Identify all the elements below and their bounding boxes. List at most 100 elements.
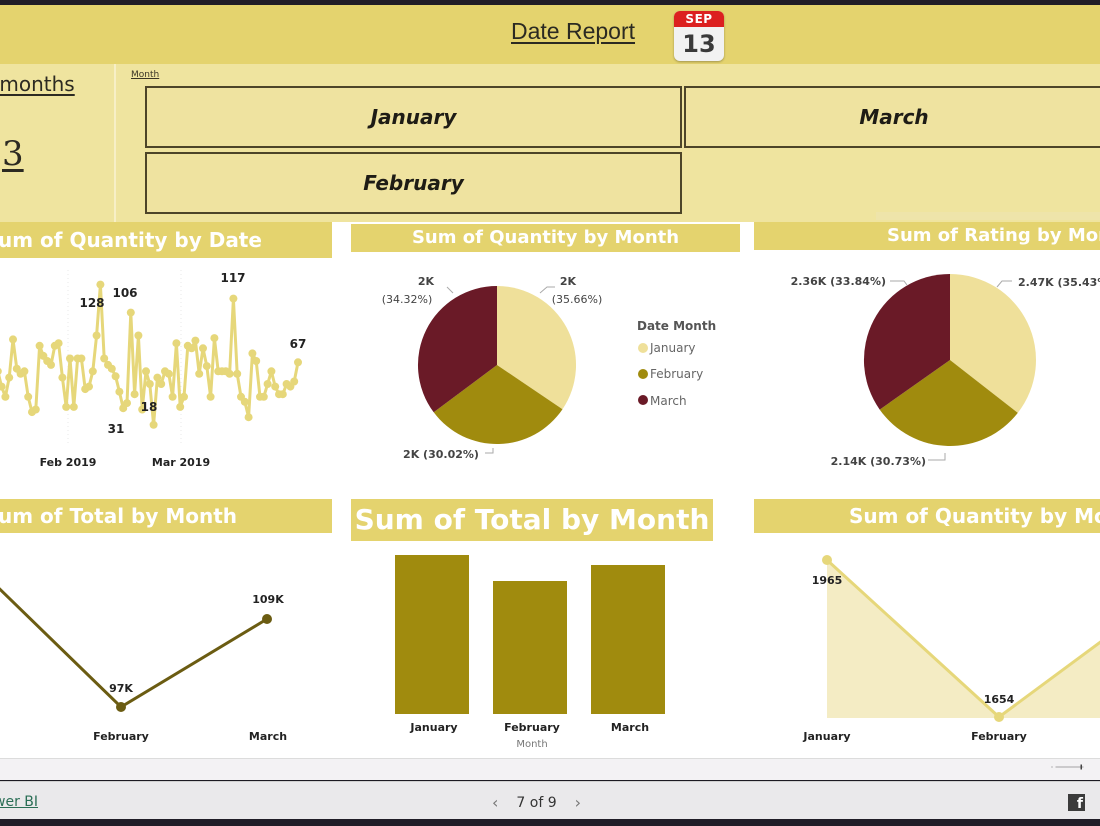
- next-page-button[interactable]: ›: [574, 793, 582, 812]
- chart-rating-pie[interactable]: 2.36K (33.84%) 2.47K (35.43%) 2.14K (30.…: [750, 255, 1100, 470]
- pie-label-february: 2.14K (30.73%): [831, 455, 926, 468]
- bar-february[interactable]: [493, 581, 567, 714]
- data-point[interactable]: [210, 334, 219, 343]
- data-point[interactable]: [290, 377, 299, 386]
- facebook-icon[interactable]: f: [1068, 794, 1085, 811]
- data-point[interactable]: [206, 392, 215, 401]
- x-tick-february: February: [971, 730, 1027, 743]
- data-point[interactable]: [24, 392, 33, 401]
- visual-title-rating-pie: Sum of Rating by Mont: [754, 222, 1100, 250]
- data-point[interactable]: [145, 380, 154, 388]
- data-point[interactable]: [111, 372, 120, 381]
- chart-quantity-pie[interactable]: 2K (35.66%) 2K (34.32%) 2K (30.02%) Date…: [345, 255, 745, 470]
- data-point[interactable]: [66, 354, 74, 363]
- legend-item-january[interactable]: January: [649, 341, 696, 355]
- data-point[interactable]: [153, 373, 162, 382]
- data-point[interactable]: [263, 380, 272, 388]
- zoom-slider[interactable]: [1034, 764, 1100, 770]
- zoom-strip: [0, 758, 1100, 780]
- pie-slice-february[interactable]: [433, 365, 563, 445]
- data-point[interactable]: [107, 364, 116, 373]
- data-point[interactable]: [126, 308, 135, 317]
- data-point[interactable]: [278, 390, 287, 399]
- data-point[interactable]: [248, 349, 257, 358]
- data-point[interactable]: [47, 360, 55, 369]
- data-point[interactable]: [0, 382, 6, 391]
- data-point[interactable]: [240, 397, 249, 406]
- x-tick-feb-2019: Feb 2019: [40, 456, 97, 469]
- data-point[interactable]: [115, 387, 124, 396]
- data-point-february[interactable]: [116, 702, 126, 712]
- pie-slice-january[interactable]: [950, 274, 1036, 413]
- pie-slice-february[interactable]: [879, 360, 1018, 447]
- data-point[interactable]: [202, 362, 211, 371]
- data-point[interactable]: [69, 402, 78, 411]
- data-point[interactable]: [96, 280, 105, 289]
- data-point-march[interactable]: [262, 614, 272, 624]
- data-point[interactable]: [88, 367, 97, 376]
- data-point[interactable]: [35, 341, 44, 350]
- bar-march[interactable]: [591, 565, 665, 714]
- data-point[interactable]: [100, 354, 109, 363]
- data-point[interactable]: [134, 331, 143, 340]
- data-point[interactable]: [138, 405, 147, 414]
- data-point[interactable]: [176, 402, 185, 411]
- data-point[interactable]: [180, 392, 188, 401]
- data-point[interactable]: [164, 369, 173, 378]
- chart-quantity-area[interactable]: 1965 1654 January February: [750, 535, 1100, 755]
- chart-total-bar[interactable]: January February March Month: [345, 545, 745, 755]
- legend-item-february[interactable]: February: [650, 367, 703, 381]
- visual-title-total-bar: Sum of Total by Month: [351, 499, 713, 541]
- data-label-117: 117: [220, 271, 245, 285]
- data-point[interactable]: [31, 405, 40, 414]
- data-point[interactable]: [294, 358, 302, 367]
- data-point[interactable]: [0, 367, 2, 375]
- data-point-january[interactable]: [822, 555, 832, 565]
- legend-item-march[interactable]: March: [650, 394, 687, 408]
- data-point[interactable]: [54, 339, 63, 348]
- data-point[interactable]: [9, 335, 17, 344]
- data-point[interactable]: [187, 344, 196, 353]
- pie-slice-march[interactable]: [417, 286, 497, 413]
- data-point[interactable]: [58, 373, 67, 382]
- data-point[interactable]: [1, 392, 10, 401]
- data-point[interactable]: [259, 392, 268, 401]
- pie-slice-january[interactable]: [497, 286, 577, 410]
- chart-quantity-by-date[interactable]: 128 106 31 18 117 67 Feb 2019 Mar 2019: [0, 260, 335, 475]
- data-point[interactable]: [195, 369, 204, 378]
- data-point[interactable]: [5, 373, 14, 382]
- pie-slice-march[interactable]: [863, 274, 950, 410]
- data-point[interactable]: [199, 344, 207, 353]
- prev-page-button[interactable]: ‹: [492, 793, 499, 812]
- power-bi-link[interactable]: wer BI: [0, 794, 39, 810]
- data-point[interactable]: [225, 369, 234, 378]
- data-point[interactable]: [130, 390, 139, 399]
- chart-total-line[interactable]: 97K 109K February March: [0, 535, 335, 755]
- data-point[interactable]: [172, 339, 181, 348]
- data-point[interactable]: [168, 392, 177, 401]
- data-point[interactable]: [191, 336, 200, 345]
- data-point[interactable]: [157, 380, 166, 388]
- visual-title-text: Sum of Quantity by Mo: [849, 504, 1100, 528]
- data-point[interactable]: [229, 294, 238, 303]
- data-point[interactable]: [123, 399, 131, 408]
- data-point[interactable]: [62, 402, 71, 411]
- data-point[interactable]: [252, 357, 261, 365]
- slicer-option-march[interactable]: March: [684, 86, 1100, 148]
- data-point[interactable]: [271, 382, 280, 391]
- data-point[interactable]: [233, 369, 242, 378]
- zoom-slider-thumb[interactable]: [1080, 764, 1083, 770]
- legend-swatch-january: [638, 343, 648, 353]
- data-point[interactable]: [244, 413, 253, 422]
- data-point[interactable]: [20, 367, 29, 376]
- data-point-february[interactable]: [994, 712, 1004, 722]
- data-point[interactable]: [267, 367, 276, 376]
- data-point[interactable]: [149, 420, 158, 429]
- data-point[interactable]: [77, 354, 86, 363]
- data-point[interactable]: [92, 331, 101, 340]
- bar-january[interactable]: [395, 555, 469, 714]
- slicer-option-january[interactable]: January: [145, 86, 682, 148]
- data-point[interactable]: [85, 382, 93, 391]
- slicer-option-february[interactable]: February: [145, 152, 682, 214]
- data-point[interactable]: [142, 367, 150, 376]
